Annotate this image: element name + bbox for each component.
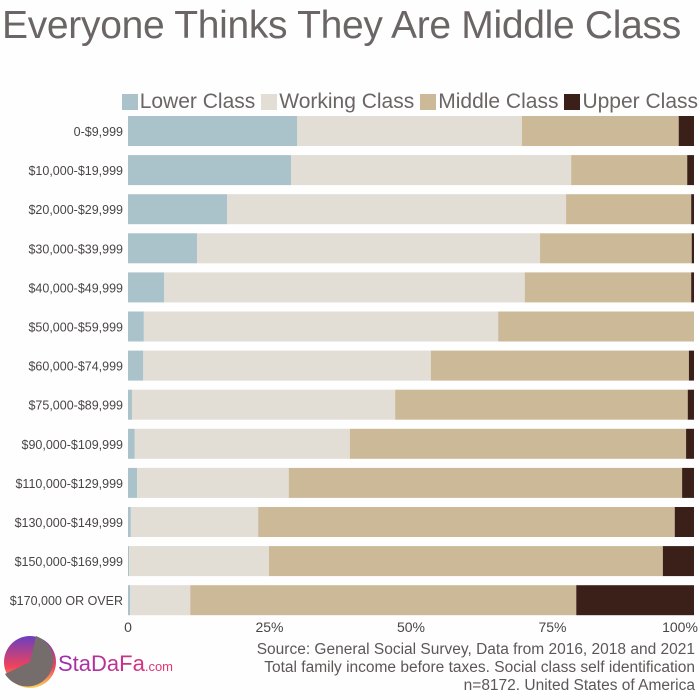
legend-label: Lower Class <box>139 90 256 113</box>
x-tick-label: 0 <box>124 619 132 635</box>
bar-lower-class <box>128 546 130 577</box>
x-tick-label: 75% <box>538 619 566 635</box>
bar-upper-class <box>691 233 694 264</box>
bar-working-class <box>134 428 350 459</box>
bar-working-class <box>197 233 541 264</box>
source-note: Source: General Social Survey, Data from… <box>257 641 695 695</box>
legend-swatch <box>121 94 138 110</box>
legend-swatch <box>564 94 581 110</box>
bar-lower-class <box>128 233 198 264</box>
category-label: $60,000-$74,999 <box>28 360 123 374</box>
bar-lower-class <box>128 194 228 225</box>
bar-lower-class <box>128 116 298 146</box>
bar-middle-class <box>288 467 683 498</box>
category-label: $10,000-$19,999 <box>28 164 123 178</box>
x-tick-label: 50% <box>397 619 425 635</box>
legend-swatch <box>261 94 278 110</box>
bar-upper-class <box>686 428 694 459</box>
chart-title: Everyone Thinks They Are Middle Class <box>2 4 681 47</box>
bar-upper-class <box>687 389 694 420</box>
legend-item: Working Class <box>261 90 414 114</box>
bar-working-class <box>130 585 191 616</box>
x-tick-label: 100% <box>662 619 698 635</box>
bar-upper-class <box>688 350 694 381</box>
bar-lower-class <box>128 350 144 381</box>
bar-upper-class <box>576 585 694 616</box>
bar-upper-class <box>691 272 694 303</box>
bar-middle-class <box>268 546 663 577</box>
source-line-3: n=8172. United States of America <box>463 677 695 694</box>
category-label: $130,000-$149,999 <box>15 516 123 530</box>
legend-item: Middle Class <box>420 90 558 114</box>
legend-label: Upper Class <box>582 90 698 113</box>
legend-swatch <box>420 94 437 110</box>
source-line-1: Source: General Social Survey, Data from… <box>256 641 695 658</box>
legend: Lower Class Working Class Middle Class Uppe… <box>121 90 698 114</box>
bar-lower-class <box>128 507 131 537</box>
bar-upper-class <box>678 116 694 146</box>
bar-middle-class <box>524 272 692 303</box>
bar-middle-class <box>566 194 692 225</box>
legend-item: Upper Class <box>564 90 698 114</box>
bar-lower-class <box>128 467 138 498</box>
category-label: $50,000-$59,999 <box>28 321 123 335</box>
brand-text: StaDaFa <box>58 651 145 676</box>
bar-middle-class <box>521 116 679 146</box>
bar-working-class <box>291 155 572 186</box>
bar-lower-class <box>128 428 135 459</box>
bar-working-class <box>143 350 431 381</box>
bar-middle-class <box>430 350 689 381</box>
bar-upper-class <box>662 546 694 577</box>
bar-upper-class <box>691 194 694 225</box>
category-label: $30,000-$39,999 <box>28 242 123 256</box>
bar-lower-class <box>128 389 132 420</box>
stadafa-logo-icon <box>4 636 56 688</box>
bar-working-class <box>227 194 567 225</box>
bar-working-class <box>131 389 396 420</box>
bar-working-class <box>129 546 269 577</box>
category-label: 0-$9,999 <box>74 125 123 139</box>
bar-middle-class <box>258 507 675 537</box>
legend-label: Middle Class <box>438 90 559 113</box>
category-label: $20,000-$29,999 <box>28 203 123 217</box>
category-label: $40,000-$49,999 <box>28 281 123 295</box>
source-line-2: Total family income before taxes. Social… <box>264 659 695 676</box>
bar-lower-class <box>128 585 131 616</box>
legend-item: Lower Class <box>121 90 256 114</box>
bar-middle-class <box>349 428 687 459</box>
category-label: $75,000-$89,999 <box>28 399 123 413</box>
bar-working-class <box>297 116 522 146</box>
category-label: $110,000-$129,999 <box>15 477 123 491</box>
bar-working-class <box>130 507 259 537</box>
bar-middle-class <box>395 389 688 420</box>
x-tick-label: 25% <box>255 619 283 635</box>
bar-working-class <box>137 467 289 498</box>
bar-lower-class <box>128 311 144 342</box>
bar-lower-class <box>128 272 165 303</box>
bar-upper-class <box>687 155 694 186</box>
bar-middle-class <box>190 585 577 616</box>
category-label: $170,000 OR OVER <box>10 594 123 608</box>
bar-working-class <box>143 311 499 342</box>
brand-name: StaDaFa.com <box>58 651 173 677</box>
bar-upper-class <box>674 507 694 537</box>
bar-middle-class <box>571 155 688 186</box>
bar-upper-class <box>682 467 694 498</box>
bar-lower-class <box>128 155 292 186</box>
bar-middle-class <box>498 311 694 342</box>
bar-working-class <box>164 272 525 303</box>
category-label: $90,000-$109,999 <box>22 438 124 452</box>
category-label: $150,000-$169,999 <box>15 555 123 569</box>
bar-middle-class <box>540 233 692 264</box>
brand-suffix: .com <box>144 659 173 674</box>
legend-label: Working Class <box>279 90 415 113</box>
